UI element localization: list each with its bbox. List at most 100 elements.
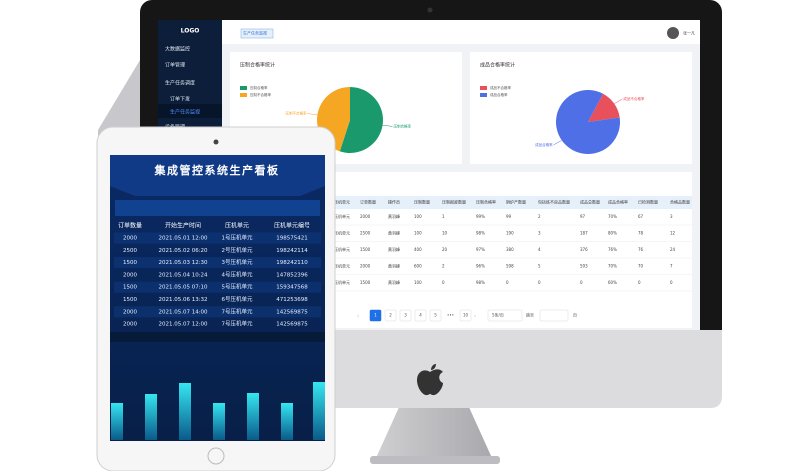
leader-line xyxy=(614,98,623,104)
table-cell: 2000 xyxy=(123,236,137,242)
column-header: 压制数量 xyxy=(414,199,430,205)
row-stripe xyxy=(114,232,321,244)
table-cell: 2021.05.05 07:10 xyxy=(158,285,208,291)
pie-slice xyxy=(339,87,383,153)
page-number[interactable]: ••• xyxy=(447,313,454,318)
page-size-select[interactable] xyxy=(487,309,523,322)
column-header: 包括炼不良品数量 xyxy=(538,199,570,205)
page-size[interactable]: 5条/页 xyxy=(492,312,504,318)
page-number[interactable]: 2 xyxy=(389,313,392,318)
legend-label: 成品合格率 xyxy=(490,92,508,97)
table-cell: 2000 xyxy=(360,214,371,219)
table-cell: 2500 xyxy=(123,248,137,254)
table-cell: 2500 xyxy=(360,231,371,236)
leader-line xyxy=(307,113,318,116)
legend-label: 成品不合格率 xyxy=(490,85,511,90)
page-button[interactable] xyxy=(414,309,427,322)
table-cell: 198242110 xyxy=(276,260,308,266)
table-cell: 1500 xyxy=(360,247,371,252)
table-cell: 142569875 xyxy=(276,322,308,328)
slice-label: 压制不合格率 xyxy=(286,111,307,116)
table-cell: 1500 xyxy=(123,285,137,291)
page-button[interactable] xyxy=(429,309,442,322)
table-cell: 78 xyxy=(638,231,644,236)
page-button[interactable] xyxy=(459,309,472,322)
slice-label: 压制合格率 xyxy=(393,123,411,128)
page-number[interactable]: 4 xyxy=(419,313,422,318)
table-cell: 黄羽峰 xyxy=(388,279,400,285)
stand xyxy=(376,405,492,458)
tab[interactable] xyxy=(240,28,274,39)
table-cell: 0 xyxy=(638,280,641,285)
table-cell: 2021.05.07 12:00 xyxy=(158,322,208,328)
legend-label: 压制合格率 xyxy=(250,85,268,90)
table-cell: 2021.05.07 14:00 xyxy=(158,309,208,315)
monitor-content: LOGO大数据监控订单管理生产任务调度订单下发生产任务监视设备管理生产任务监视张… xyxy=(165,28,695,322)
table-cell: 4 xyxy=(538,247,541,252)
legend-swatch xyxy=(480,86,487,90)
column-header: 操作员 xyxy=(388,199,400,205)
page-number[interactable]: 3 xyxy=(404,313,407,318)
menu-item[interactable]: 生产任务监视 xyxy=(170,109,200,116)
table-cell: 6号压机单元 xyxy=(222,295,253,303)
table-cell: 97 xyxy=(580,214,586,219)
home-button[interactable] xyxy=(207,447,225,465)
avatar[interactable] xyxy=(667,27,679,39)
logo-mark xyxy=(417,364,443,396)
column-header: 订单数量 xyxy=(360,199,376,205)
table-cell: 99% xyxy=(476,214,485,219)
table-cell: 5号压机单元 xyxy=(327,279,350,285)
table-cell: 2021.05.04 10:24 xyxy=(158,272,208,278)
leader-line xyxy=(553,140,562,146)
column-header: 压制合格率 xyxy=(476,199,496,205)
table-cell: 2000 xyxy=(123,309,137,315)
menu-item[interactable]: 生产任务调度 xyxy=(165,80,195,87)
table-cell: 黄羽峰 xyxy=(388,213,400,219)
pie-slice xyxy=(556,90,621,155)
table-cell: 471253698 xyxy=(276,297,308,303)
row-stripe xyxy=(114,281,321,293)
row-stripe xyxy=(114,306,321,318)
page-button[interactable] xyxy=(384,309,397,322)
table-cell: 97% xyxy=(476,247,485,252)
bar xyxy=(179,383,191,440)
menu-item[interactable]: 订单管理 xyxy=(165,62,185,69)
table-cell: 80% xyxy=(608,231,617,236)
user-name[interactable]: 张一凡 xyxy=(683,30,695,36)
table-cell: 187 xyxy=(580,231,588,236)
column-header: 压机单元 xyxy=(334,199,350,205)
table-cell: 3 xyxy=(538,231,541,236)
tablet-band xyxy=(115,200,320,216)
page-button[interactable] xyxy=(399,309,412,322)
board-title: 集成管控系统生产看板 xyxy=(154,163,280,177)
table-cell: 7 xyxy=(670,264,673,269)
slice-label: 成品不合格率 xyxy=(623,96,644,101)
table-cell: 1号压机单元 xyxy=(222,234,253,242)
column-header: 订单数量 xyxy=(118,222,142,230)
menu-item[interactable]: 大数据监控 xyxy=(165,46,190,53)
page-number[interactable]: 5 xyxy=(434,313,437,318)
table-cell: 198242114 xyxy=(276,248,308,254)
menu-item[interactable]: 订单下发 xyxy=(170,96,190,103)
table-cell: 100 xyxy=(414,231,422,236)
jump-label: 跳至 xyxy=(526,312,534,318)
column-header: 铜炉产数量 xyxy=(506,199,526,205)
table-cell: 黄羽峰 xyxy=(388,230,400,236)
table-cell: 5号压机单元 xyxy=(222,283,253,291)
column-header: 合格品数量 xyxy=(670,199,690,205)
page-number[interactable]: 1 xyxy=(374,313,377,318)
table-cell: 4号压机单元 xyxy=(327,263,350,269)
jump-input[interactable] xyxy=(539,309,569,322)
column-header: 压制报废数量 xyxy=(442,199,466,205)
page-button[interactable] xyxy=(369,309,382,322)
table-cell: 376 xyxy=(580,247,588,252)
table-cell: 0 xyxy=(670,280,673,285)
table-cell: 598 xyxy=(506,264,514,269)
table-cell: 2号压机单元 xyxy=(327,230,350,236)
tab-label[interactable]: 生产任务监视 xyxy=(243,30,267,36)
prev-page: ‹ xyxy=(357,314,359,320)
table-cell: 2000 xyxy=(360,264,371,269)
table-cell: 2021.05.06 13:32 xyxy=(158,297,207,303)
page-number[interactable]: 10 xyxy=(463,313,469,318)
